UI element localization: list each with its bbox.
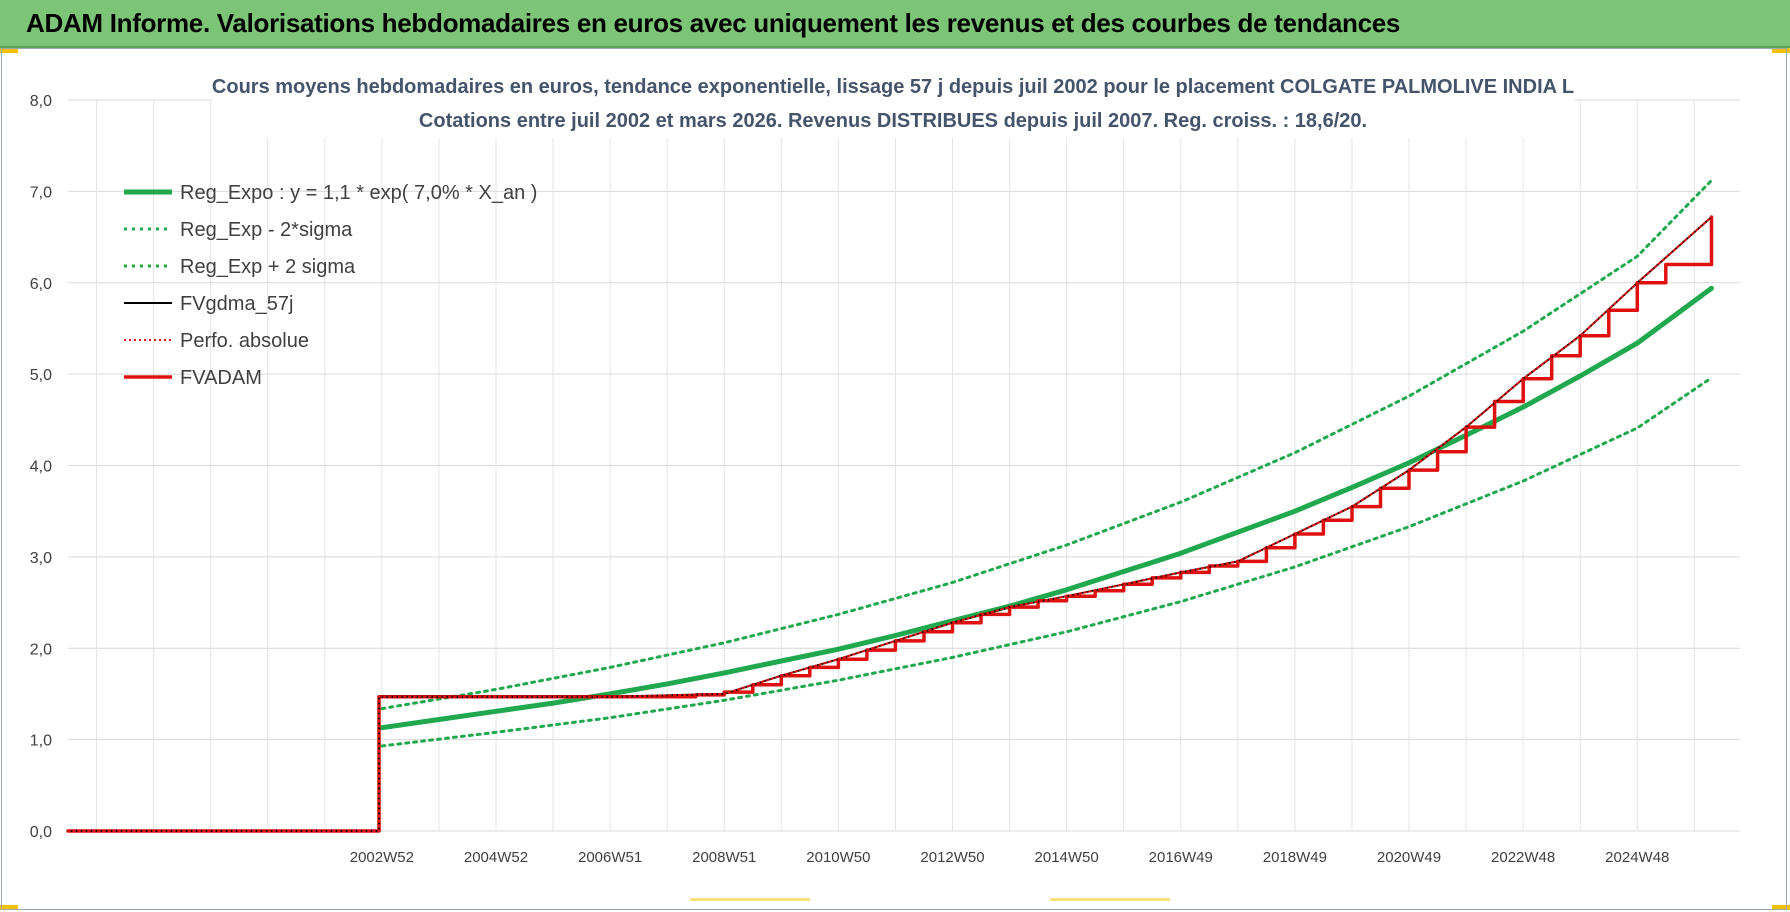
- x-axis: 2002W52 2004W52 2006W51 2008W51 2010W50 2012W…: [350, 849, 1670, 866]
- series-line-2: [380, 178, 1713, 711]
- x-tick-label: 2002W52: [350, 849, 414, 866]
- bottom-marker: [690, 898, 810, 901]
- page-title: ADAM Informe. Valorisations hebdomadaire…: [26, 8, 1401, 38]
- grid: [68, 99, 1740, 832]
- series-line-1: [380, 376, 1713, 748]
- y-tick-label: 5,0: [30, 367, 52, 384]
- bottom-marker: [1050, 898, 1170, 901]
- chart-frame: [1, 48, 1787, 910]
- y-tick-label: 1,0: [30, 733, 52, 750]
- y-tick-label: 4,0: [30, 459, 52, 476]
- header-banner: ADAM Informe. Valorisations hebdomadaire…: [0, 0, 1790, 48]
- y-tick-label: 3,0: [30, 550, 52, 567]
- series-line-3: [67, 216, 1713, 832]
- x-tick-label: 2018W49: [1263, 849, 1327, 866]
- corner-marker-right: [1772, 48, 1790, 53]
- y-tick-label: 0,0: [30, 824, 52, 841]
- x-tick-label: 2006W51: [578, 849, 642, 866]
- title-background: [212, 66, 1574, 138]
- x-tick-label: 2016W49: [1149, 849, 1213, 866]
- x-tick-label: 2024W48: [1605, 849, 1669, 866]
- legend-label: Reg_Exp + 2 sigma: [180, 256, 356, 278]
- x-tick-label: 2004W52: [464, 849, 528, 866]
- legend: Reg_Expo : y = 1,1 * exp( 7,0% * X_an ) R…: [124, 182, 537, 389]
- corner-marker-bottom-right: [1772, 905, 1790, 910]
- x-tick-label: 2010W50: [806, 849, 870, 866]
- x-tick-label: 2020W49: [1377, 849, 1441, 866]
- corner-marker-bottom-left: [0, 905, 18, 910]
- y-tick-label: 7,0: [30, 184, 52, 201]
- y-tick-label: 8,0: [30, 93, 52, 110]
- legend-label: FVADAM: [180, 367, 262, 389]
- x-tick-label: 2014W50: [1035, 849, 1099, 866]
- x-tick-label: 2022W48: [1491, 849, 1555, 866]
- legend-label: Perfo. absolue: [180, 330, 309, 352]
- chart-title-line2: Cotations entre juil 2002 et mars 2026. …: [419, 110, 1367, 132]
- legend-label: Reg_Expo : y = 1,1 * exp( 7,0% * X_an ): [180, 182, 537, 204]
- series-line-5: [66, 215, 1714, 833]
- series-layer: [66, 178, 1714, 833]
- series-line-0: [379, 285, 1714, 731]
- x-tick-label: 2008W51: [692, 849, 756, 866]
- y-axis: 0,0 1,0 2,0 3,0 4,0 5,0 6,0 7,0 8,0: [30, 93, 52, 841]
- legend-label: FVgdma_57j: [180, 293, 293, 315]
- legend-label: Reg_Exp - 2*sigma: [180, 219, 353, 241]
- x-tick-label: 2012W50: [920, 849, 984, 866]
- corner-marker-left: [0, 48, 18, 53]
- y-tick-label: 2,0: [30, 641, 52, 658]
- chart-title-line1: Cours moyens hebdomadaires en euros, ten…: [212, 76, 1574, 98]
- y-tick-label: 6,0: [30, 276, 52, 293]
- series-line-4: [67, 216, 1713, 832]
